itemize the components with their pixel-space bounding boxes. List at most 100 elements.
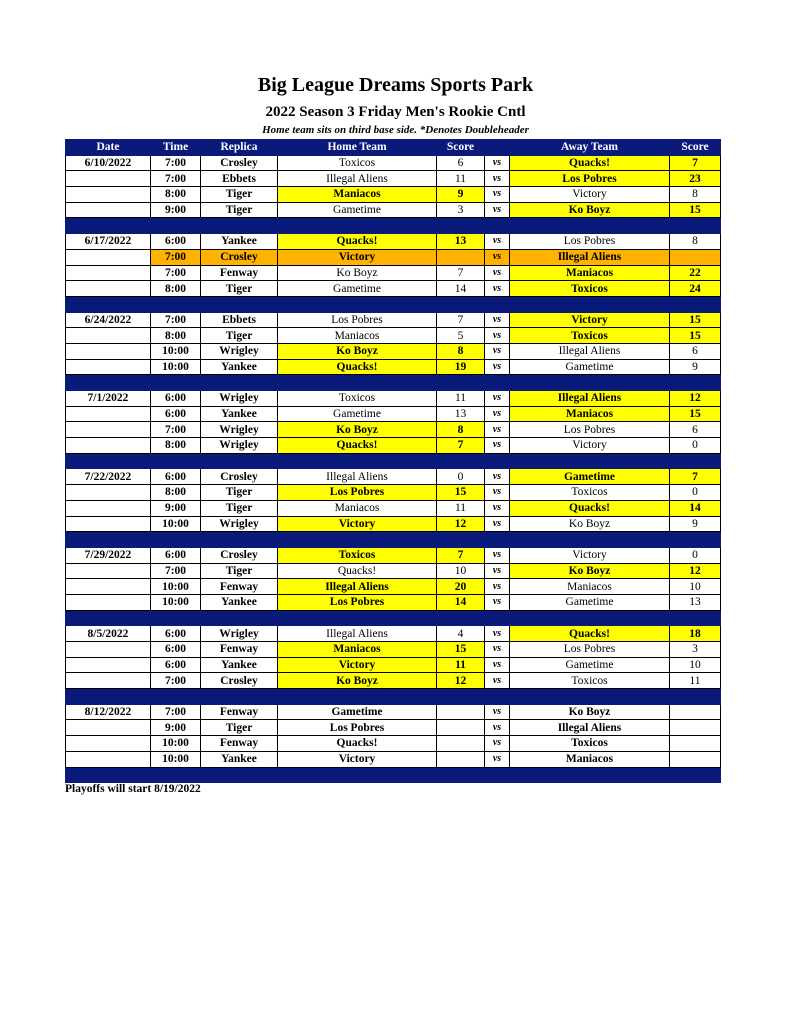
home-score-cell: 10	[436, 562, 485, 580]
col-vs	[484, 139, 510, 156]
home-score-cell: 7	[436, 437, 485, 454]
replica-cell: Fenway	[200, 641, 278, 658]
away-score-cell: 15	[669, 327, 721, 344]
away-team-cell: Victory	[509, 311, 670, 329]
home-score-cell	[436, 248, 485, 266]
home-score-cell: 14	[436, 593, 485, 611]
time-cell: 10:00	[150, 593, 201, 611]
away-team-cell: Ko Boyz	[509, 703, 670, 721]
table-row: 8:00 Tiger Los Pobres 15 vs Toxicos 0	[65, 484, 721, 501]
away-team-cell: Ko Boyz	[509, 201, 670, 219]
away-team-cell: Toxicos	[509, 280, 670, 297]
date-cell	[65, 201, 151, 219]
replica-cell: Yankee	[200, 358, 278, 376]
away-score-cell: 22	[669, 264, 721, 282]
date-cell	[65, 593, 151, 611]
away-score-cell: 0	[669, 546, 721, 564]
away-score-cell: 24	[669, 280, 721, 297]
away-team-cell: Victory	[509, 546, 670, 564]
replica-cell: Fenway	[200, 578, 278, 595]
home-score-cell: 11	[436, 390, 485, 407]
away-team-cell: Quacks!	[509, 154, 670, 172]
date-cell: 7/1/2022	[65, 390, 151, 407]
page-subtitle: 2022 Season 3 Friday Men's Rookie Cntl	[265, 104, 526, 120]
away-score-cell: 15	[669, 311, 721, 329]
date-cell	[65, 170, 151, 188]
home-score-cell: 14	[436, 280, 485, 297]
home-team-cell: Illegal Aliens	[277, 170, 437, 188]
home-score-cell: 7	[436, 264, 485, 282]
replica-cell: Fenway	[200, 735, 278, 752]
vs-cell: vs	[484, 342, 510, 360]
time-cell: 8:00	[150, 437, 201, 454]
time-cell: 8:00	[150, 280, 201, 297]
home-score-cell: 7	[436, 546, 485, 564]
table-row: 6/24/2022 7:00 Ebbets Los Pobres 7 vs Victory 1…	[65, 311, 721, 329]
vs-cell: vs	[484, 437, 510, 454]
table-row: 7:00 Wrigley Ko Boyz 8 vs Los Pobres 6	[65, 421, 721, 439]
date-cell: 8/5/2022	[65, 625, 151, 642]
replica-cell: Tiger	[200, 327, 278, 344]
week-separator	[65, 688, 721, 705]
date-cell: 7/22/2022	[65, 468, 151, 486]
replica-cell: Ebbets	[200, 311, 278, 329]
vs-cell: vs	[484, 264, 510, 282]
away-score-cell: 10	[669, 656, 721, 674]
replica-cell: Crosley	[200, 154, 278, 172]
replica-cell: Tiger	[200, 484, 278, 501]
table-row: 8/5/2022 6:00 Wrigley Illegal Aliens 4 vs Quac…	[65, 625, 721, 642]
date-cell	[65, 248, 151, 266]
date-cell	[65, 280, 151, 297]
away-team-cell: Illegal Aliens	[509, 719, 670, 737]
away-team-cell: Maniacos	[509, 578, 670, 595]
home-team-cell: Ko Boyz	[277, 421, 437, 439]
time-cell: 9:00	[150, 719, 201, 737]
away-team-cell: Toxicos	[509, 327, 670, 344]
vs-cell: vs	[484, 672, 510, 690]
table-row: 8:00 Tiger Maniacos 5 vs Toxicos 15	[65, 327, 721, 344]
table-row: 7:00 Tiger Quacks! 10 vs Ko Boyz 12	[65, 562, 721, 580]
vs-cell: vs	[484, 421, 510, 439]
away-score-cell: 13	[669, 593, 721, 611]
date-cell	[65, 437, 151, 454]
away-score-cell: 8	[669, 233, 721, 250]
col-away-score: Score	[669, 139, 721, 156]
table-row: 10:00 Wrigley Victory 12 vs Ko Boyz 9	[65, 515, 721, 533]
col-time: Time	[150, 139, 201, 156]
time-cell: 6:00	[150, 641, 201, 658]
date-cell	[65, 342, 151, 360]
col-replica: Replica	[200, 139, 278, 156]
date-cell	[65, 186, 151, 203]
table-row: 6:00 Yankee Gametime 13 vs Maniacos 15	[65, 405, 721, 423]
home-team-cell: Toxicos	[277, 390, 437, 407]
date-cell	[65, 264, 151, 282]
home-team-cell: Quacks!	[277, 735, 437, 752]
home-score-cell: 20	[436, 578, 485, 595]
table-header-row: Date Time Replica Home Team Score Away T…	[65, 139, 721, 156]
away-score-cell: 10	[669, 578, 721, 595]
schedule-table: Date Time Replica Home Team Score Away T…	[65, 139, 721, 784]
home-team-cell: Victory	[277, 515, 437, 533]
vs-cell: vs	[484, 186, 510, 203]
home-team-cell: Los Pobres	[277, 311, 437, 329]
away-team-cell: Gametime	[509, 656, 670, 674]
date-cell	[65, 405, 151, 423]
time-cell: 10:00	[150, 515, 201, 533]
away-score-cell: 18	[669, 625, 721, 642]
home-team-cell: Illegal Aliens	[277, 625, 437, 642]
home-score-cell: 15	[436, 484, 485, 501]
table-row: 7/1/2022 6:00 Wrigley Toxicos 11 vs Illegal Al…	[65, 390, 721, 407]
time-cell: 7:00	[150, 311, 201, 329]
vs-cell: vs	[484, 515, 510, 533]
vs-cell: vs	[484, 641, 510, 658]
time-cell: 6:00	[150, 625, 201, 642]
time-cell: 7:00	[150, 264, 201, 282]
table-row: 7:00 Ebbets Illegal Aliens 11 vs Los Pobres 23	[65, 170, 721, 188]
time-cell: 6:00	[150, 405, 201, 423]
replica-cell: Yankee	[200, 656, 278, 674]
date-cell	[65, 641, 151, 658]
home-team-cell: Illegal Aliens	[277, 468, 437, 486]
table-row: 6:00 Fenway Maniacos 15 vs Los Pobres 3	[65, 641, 721, 658]
table-row: 8:00 Wrigley Quacks! 7 vs Victory 0	[65, 437, 721, 454]
replica-cell: Wrigley	[200, 625, 278, 642]
